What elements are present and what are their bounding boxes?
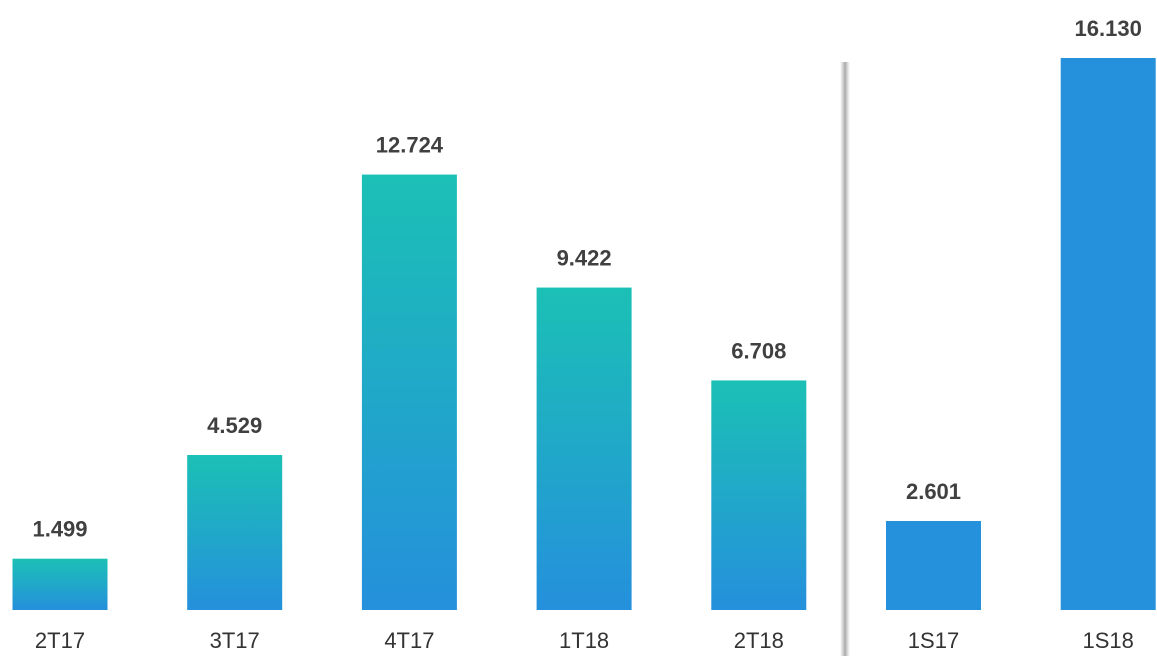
value-label: 6.708 bbox=[731, 338, 786, 363]
value-label: 1.499 bbox=[32, 517, 87, 542]
category-label: 1S18 bbox=[1083, 628, 1134, 653]
value-label: 16.130 bbox=[1075, 16, 1142, 41]
bar bbox=[711, 380, 807, 610]
category-label: 1S17 bbox=[908, 628, 959, 653]
bar bbox=[12, 558, 108, 610]
divider bbox=[840, 62, 850, 656]
value-label: 9.422 bbox=[557, 246, 612, 271]
category-label: 1T18 bbox=[559, 628, 609, 653]
category-label: 4T17 bbox=[384, 628, 434, 653]
bar bbox=[1060, 58, 1156, 610]
value-label: 12.724 bbox=[376, 133, 444, 158]
bar bbox=[886, 520, 981, 610]
bar bbox=[536, 287, 632, 610]
category-label: 2T17 bbox=[35, 628, 85, 653]
value-label: 4.529 bbox=[207, 413, 262, 438]
category-label: 3T17 bbox=[210, 628, 260, 653]
bar bbox=[361, 174, 457, 611]
category-label: 2T18 bbox=[734, 628, 784, 653]
value-label: 2.601 bbox=[906, 479, 961, 504]
bar bbox=[187, 455, 283, 610]
